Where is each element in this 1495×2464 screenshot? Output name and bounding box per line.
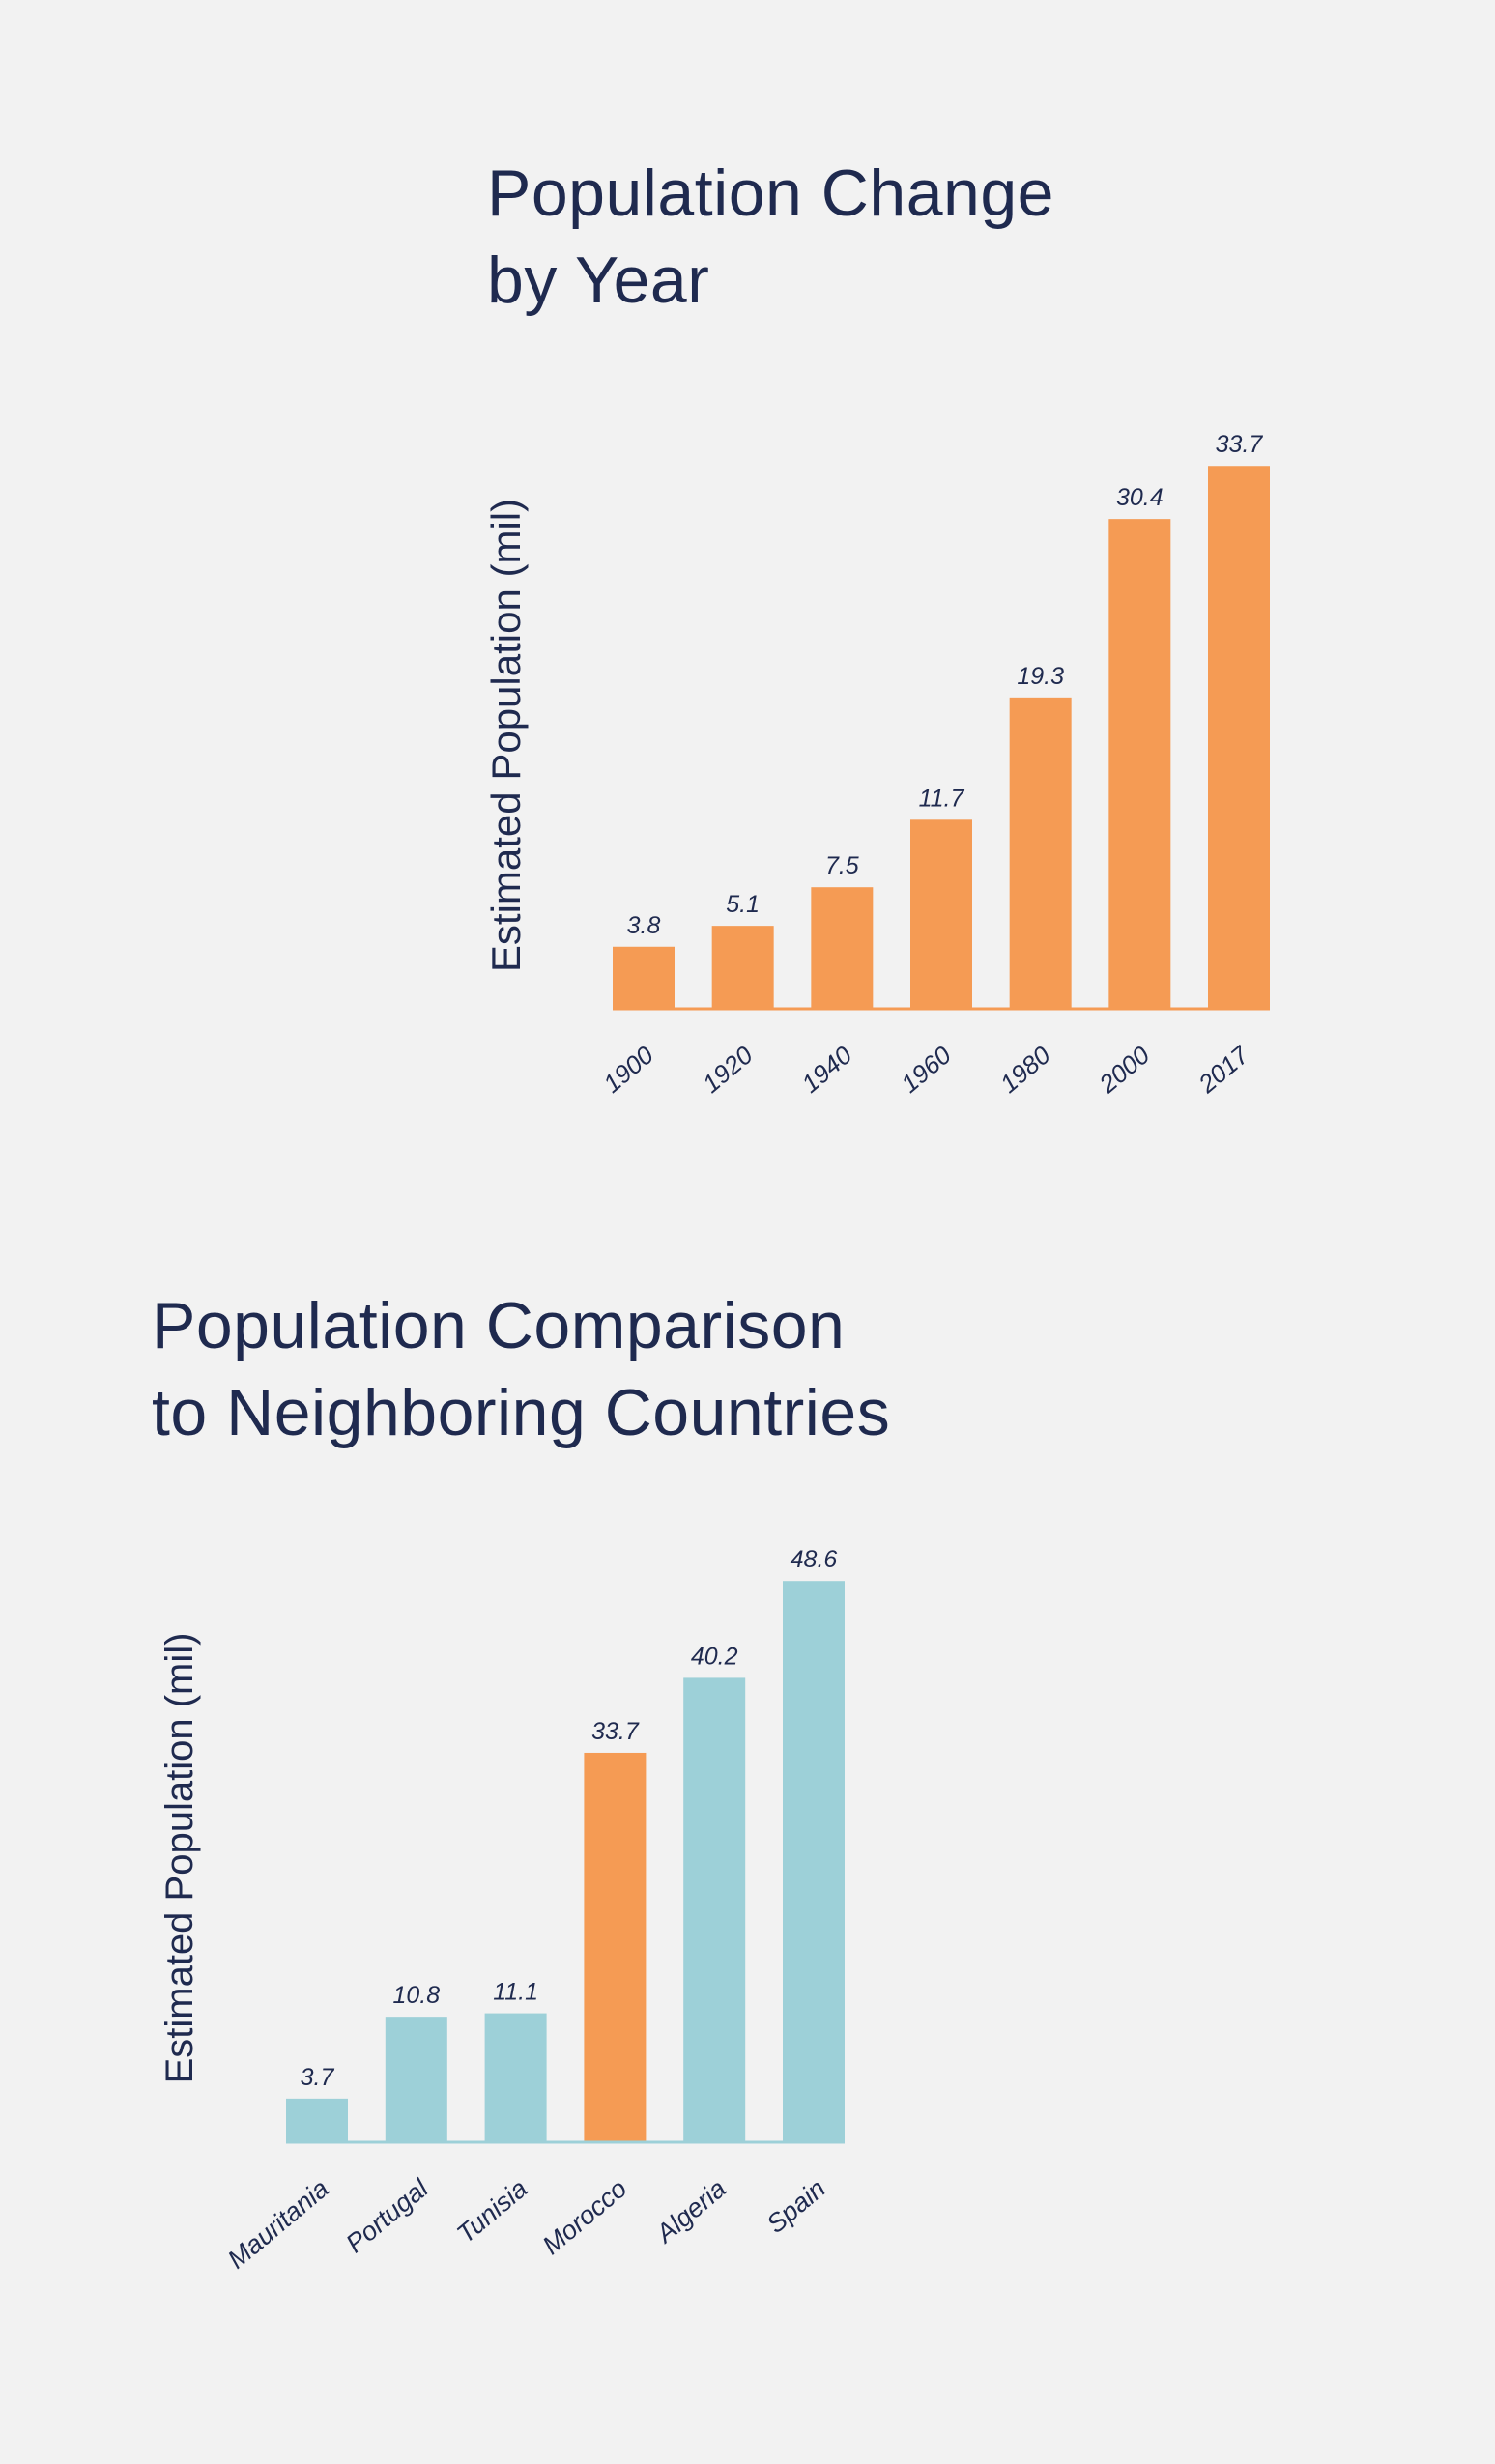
value-label-tunisia: 11.1 (493, 1979, 538, 2006)
bar-1960 (910, 819, 972, 1010)
value-label-1900: 3.8 (627, 912, 661, 939)
bar-1940 (811, 887, 874, 1010)
chart-title-population-comparison: Population Comparison to Neighboring Cou… (152, 1282, 890, 1456)
bar-1980 (1009, 697, 1072, 1010)
population-change-chart: Estimated Population (mil) 3.8 5.1 7.5 11.7… (483, 431, 1270, 1099)
tick-label-tunisia: Tunisia (451, 2174, 532, 2249)
tick-label-algeria: Algeria (649, 2174, 732, 2249)
value-label-mauritania: 3.7 (301, 2064, 335, 2091)
value-label-1920: 5.1 (726, 891, 760, 918)
chart-title-population-change: Population Change by Year (487, 150, 1054, 324)
bar-algeria (683, 1677, 746, 2143)
value-label-2000: 30.4 (1116, 484, 1164, 511)
tick-label-morocco: Morocco (537, 2174, 633, 2261)
tick-label-mauritania: Mauritania (222, 2174, 334, 2275)
chart-title-line: to Neighboring Countries (152, 1376, 891, 1449)
bar-spain (783, 1581, 845, 2143)
bar-mauritania (286, 2098, 348, 2143)
bar-tunisia (484, 2013, 547, 2143)
value-label-1960: 11.7 (919, 785, 965, 812)
value-label-group: 3.8 5.1 7.5 11.7 19.3 30.4 33.7 (627, 431, 1264, 939)
y-axis-label: Estimated Population (mil) (158, 1633, 201, 2084)
bar-1900 (613, 946, 675, 1010)
value-label-2017: 33.7 (1216, 431, 1264, 458)
value-label-1940: 7.5 (825, 852, 859, 879)
bar-2000 (1108, 519, 1171, 1010)
tick-label-portugal: Portugal (340, 2173, 434, 2258)
value-label-1980: 19.3 (1017, 663, 1064, 690)
bar-2017 (1208, 466, 1270, 1010)
chart-title-line: Population Comparison (152, 1289, 846, 1362)
bar-1920 (711, 926, 774, 1010)
value-label-morocco: 33.7 (591, 1718, 640, 1745)
tick-label-group: Mauritania Portugal Tunisia Morocco Algeria S… (222, 2173, 831, 2275)
value-label-portugal: 10.8 (392, 1982, 440, 2009)
bar-group (613, 466, 1270, 1010)
bar-morocco (584, 1752, 647, 2143)
value-label-algeria: 40.2 (691, 1643, 738, 1670)
tick-label-spain: Spain (762, 2174, 831, 2239)
bar-portugal (385, 2017, 447, 2143)
value-label-spain: 48.6 (791, 1546, 838, 1573)
value-label-group: 3.7 10.8 11.1 33.7 40.2 48.6 (301, 1546, 838, 2091)
y-axis-label: Estimated Population (mil) (483, 499, 529, 972)
chart-title-line: by Year (487, 244, 710, 317)
chart-title-line: Population Change (487, 157, 1054, 230)
bar-group (286, 1581, 845, 2143)
